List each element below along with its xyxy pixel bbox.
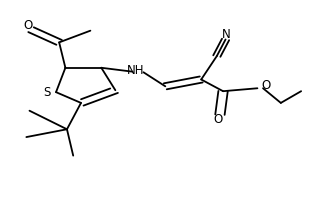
Text: S: S (43, 86, 50, 99)
Text: N: N (222, 28, 231, 41)
Text: O: O (23, 19, 32, 32)
Text: O: O (261, 79, 270, 92)
Text: NH: NH (127, 64, 144, 77)
Text: O: O (214, 113, 223, 126)
